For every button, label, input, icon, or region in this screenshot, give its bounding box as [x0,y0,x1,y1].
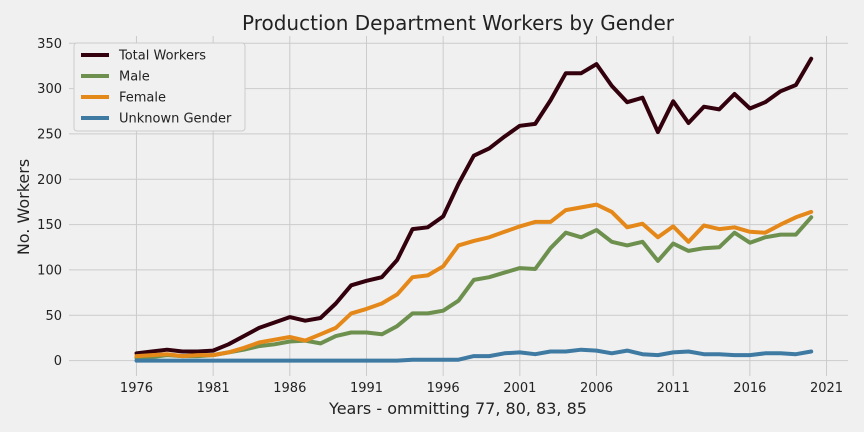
x-tick-label: 2011 [657,381,690,396]
x-tick-label: 1991 [350,381,383,396]
x-tick-label: 2006 [580,381,613,396]
chart-title: Production Department Workers by Gender [242,11,675,35]
x-tick-label: 2021 [810,381,843,396]
grid [69,36,848,376]
series-line-female [134,202,814,359]
legend-label-female: Female [119,91,166,106]
legend-label-male: Male [119,70,150,85]
tick-labels: 0 50 100 150 200 250 300 350 1976 1981 1986 1991 199… [37,37,843,396]
legend-label-total-workers: Total Workers [118,49,206,64]
x-axis-label: Years - ommitting 77, 80, 83, 85 [328,399,587,418]
y-tick-label: 300 [37,82,62,97]
y-tick-label: 150 [37,218,62,233]
x-tick-label: 2001 [503,381,536,396]
series-lines [134,56,814,363]
x-tick-label: 1986 [273,381,306,396]
y-axis-label: No. Workers [14,159,33,255]
series-line-male [134,215,814,360]
x-tick-label: 1976 [120,381,153,396]
x-tick-label: 2016 [733,381,766,396]
series-line-unknown-gender [134,347,814,363]
series-line-total-workers [134,56,814,356]
legend-label-unknown-gender: Unknown Gender [119,112,232,127]
y-tick-label: 50 [45,309,62,324]
y-tick-label: 250 [37,127,62,142]
legend-box [73,42,246,132]
legend: Total Workers Male Female Unknown Gender [73,42,246,132]
y-tick-label: 0 [54,354,62,369]
y-tick-label: 200 [37,173,62,188]
y-tick-label: 100 [37,263,62,278]
y-tick-label: 350 [37,37,62,52]
x-tick-label: 1996 [427,381,460,396]
x-tick-label: 1981 [197,381,230,396]
